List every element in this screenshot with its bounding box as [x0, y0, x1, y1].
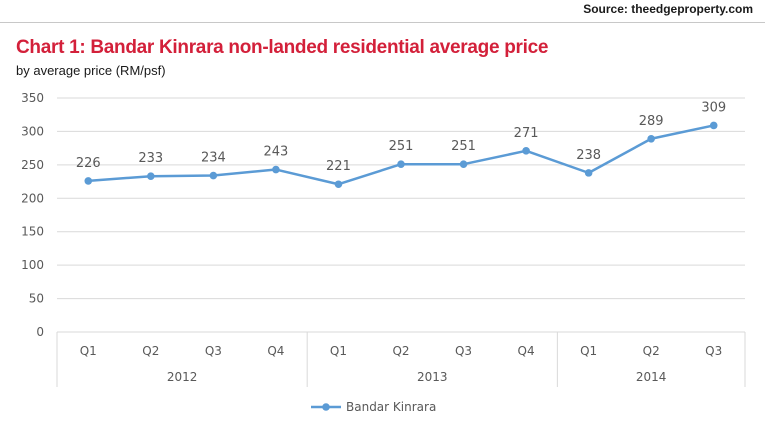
data-label: 221 — [326, 159, 351, 174]
data-point — [709, 121, 718, 130]
x-tick-label: Q3 — [205, 344, 222, 358]
x-tick-label: Q1 — [330, 344, 347, 358]
source-credit: Source: theedgeproperty.com — [583, 2, 753, 16]
x-group-label: 2013 — [417, 370, 448, 384]
series-line — [88, 124, 714, 186]
x-tick-label: Q2 — [392, 344, 409, 358]
data-label: 251 — [389, 139, 414, 154]
data-point — [334, 180, 343, 189]
data-label: 243 — [263, 145, 288, 160]
y-tick-label: 100 — [21, 258, 44, 272]
x-tick-label: Q2 — [142, 344, 159, 358]
x-group-label: 2014 — [636, 370, 667, 384]
data-point — [147, 172, 155, 181]
data-label: 234 — [201, 151, 226, 166]
x-group-label: 2012 — [167, 370, 198, 384]
data-point — [522, 147, 530, 155]
data-label: 238 — [576, 148, 601, 163]
data-point — [584, 169, 593, 177]
legend-label: Bandar Kinrara — [346, 400, 436, 414]
data-label: 233 — [138, 151, 163, 166]
chart-title: Chart 1: Bandar Kinrara non-landed resid… — [16, 37, 549, 58]
y-tick-label: 350 — [21, 91, 44, 105]
x-tick-label: Q2 — [643, 344, 660, 358]
y-tick-label: 300 — [21, 124, 44, 138]
y-tick-label: 0 — [36, 325, 44, 339]
data-point — [272, 165, 280, 174]
data-point — [84, 177, 93, 185]
data-point — [647, 134, 655, 143]
data-point — [397, 160, 405, 168]
header-divider — [0, 22, 765, 23]
data-point — [459, 160, 468, 168]
x-tick-label: Q4 — [518, 344, 535, 358]
data-label: 226 — [76, 156, 101, 171]
x-tick-label: Q3 — [705, 344, 722, 358]
data-point — [209, 171, 218, 180]
data-label: 309 — [701, 100, 726, 115]
data-label: 251 — [451, 139, 476, 154]
chart-subtitle: by average price (RM/psf) — [16, 63, 166, 78]
data-label: 289 — [639, 114, 664, 129]
y-tick-label: 200 — [21, 191, 44, 205]
legend-marker — [322, 403, 330, 411]
x-tick-label: Q4 — [267, 344, 284, 358]
data-label: 271 — [514, 126, 539, 141]
x-tick-label: Q1 — [80, 344, 97, 358]
y-tick-label: 250 — [21, 158, 44, 172]
y-tick-label: 150 — [21, 225, 44, 239]
x-tick-label: Q1 — [580, 344, 597, 358]
x-tick-label: Q3 — [455, 344, 472, 358]
y-tick-label: 50 — [29, 292, 44, 306]
